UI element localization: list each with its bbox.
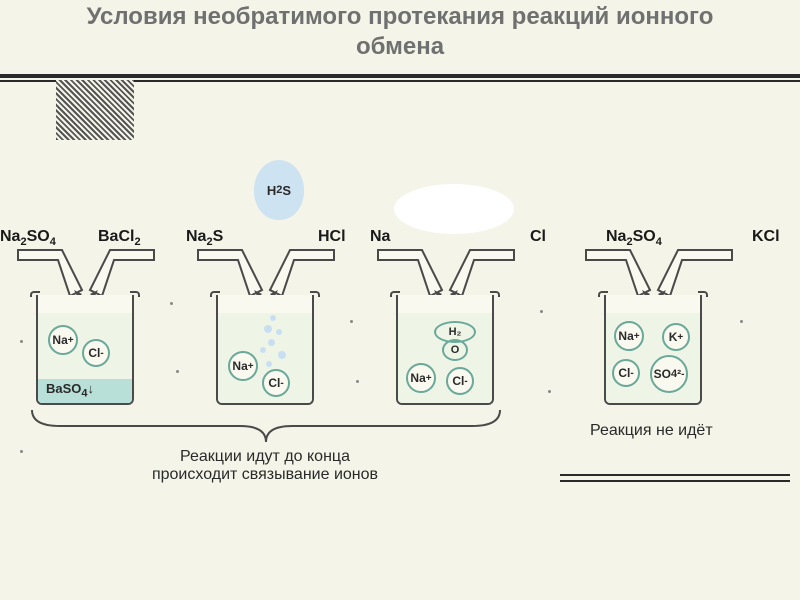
ion: Na+	[48, 325, 78, 355]
bubble	[266, 361, 272, 367]
beaker-4: Na+ K+ Cl- SO4²-	[598, 285, 708, 405]
reagent-4b: KCl	[752, 228, 780, 246]
beaker-3: H₂ O Na+ Cl-	[390, 285, 500, 405]
ion: Cl-	[612, 359, 640, 387]
ion: Cl-	[262, 369, 290, 397]
diagram-stage: Na2SO4 BaCl2 Na2S HCl Na Cl Na2SO4 KCl H…	[0, 190, 800, 530]
caption-goes-to-end: Реакции идут до конца происходит связыва…	[80, 448, 450, 484]
ion: Na+	[228, 351, 258, 381]
beaker-1: Na+Cl- BaSO4↓	[30, 285, 140, 405]
brace-left-group	[30, 408, 502, 448]
cloud-white	[394, 184, 514, 234]
bubble	[260, 347, 266, 353]
bubble	[264, 325, 272, 333]
bubble	[270, 315, 276, 321]
ion: SO4²-	[650, 355, 688, 393]
hatch-decoration	[56, 80, 134, 140]
ion: Cl-	[82, 339, 110, 367]
reagent-3a: Na	[370, 228, 390, 246]
gas-cloud-h2s: H2S	[254, 160, 304, 220]
ion: Cl-	[446, 367, 474, 395]
rule-bottom-2	[560, 480, 790, 482]
caption-no-reaction: Реакция не идёт	[590, 422, 713, 440]
ion: K+	[662, 323, 690, 351]
reagent-2b: HCl	[318, 228, 346, 246]
precip-label: BaSO4↓	[46, 381, 94, 400]
rule-thick	[0, 74, 800, 78]
rule-bottom-1	[560, 474, 790, 476]
ion: Na+	[614, 321, 644, 351]
bubble	[268, 339, 275, 346]
page-title: Условия необратимого протекания реакций …	[0, 0, 800, 70]
beaker-2: Na+Cl-	[210, 285, 320, 405]
bubble	[276, 329, 282, 335]
ion: Na+	[406, 363, 436, 393]
reagent-3b: Cl	[530, 228, 546, 246]
bubble	[278, 351, 286, 359]
h2o-molecule: H₂ O	[434, 321, 476, 361]
